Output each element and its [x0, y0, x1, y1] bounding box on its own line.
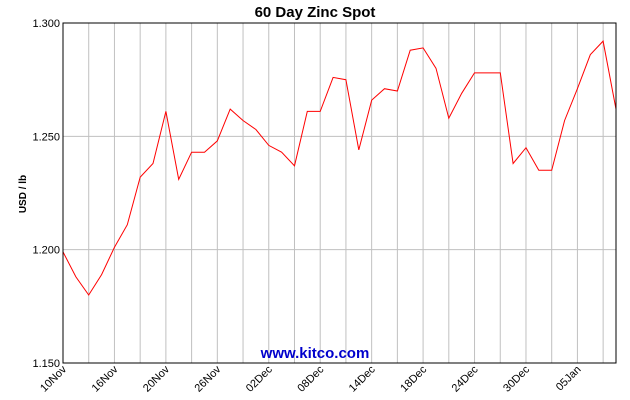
y-tick-label: 1.150	[32, 358, 60, 370]
x-tick-labels: 10Nov 16Nov 20Nov 26Nov 02Dec 08Dec 14Dec 18Dec…	[38, 363, 583, 394]
series-layer	[62, 40, 617, 296]
x-tick-label: 02Dec	[244, 363, 275, 394]
x-tick-label: 14Dec	[347, 363, 378, 394]
x-tick-label: 08Dec	[295, 363, 326, 394]
y-tick-label: 1.200	[32, 245, 60, 257]
y-tick-label: 1.300	[32, 18, 60, 30]
x-tick-label: 24Dec	[450, 363, 481, 394]
x-tick-label: 05Jan	[554, 364, 584, 394]
plot-frame	[62, 22, 617, 364]
x-tick-label: 26Nov	[192, 363, 223, 394]
y-axis-label: USD / lb	[18, 175, 29, 213]
chart-title: 60 Day Zinc Spot	[255, 4, 376, 21]
watermark-text: www.kitco.com	[260, 345, 370, 362]
x-tick-label: 30Dec	[501, 363, 532, 394]
grid	[63, 23, 616, 363]
x-tick-label: 20Nov	[141, 363, 172, 394]
y-tick-label: 1.250	[32, 131, 60, 143]
x-tick-label: 18Dec	[398, 363, 429, 394]
series-line	[62, 40, 617, 296]
x-tick-label: 16Nov	[90, 363, 121, 394]
y-tick-labels: 1.150 1.200 1.250 1.300	[32, 18, 60, 370]
